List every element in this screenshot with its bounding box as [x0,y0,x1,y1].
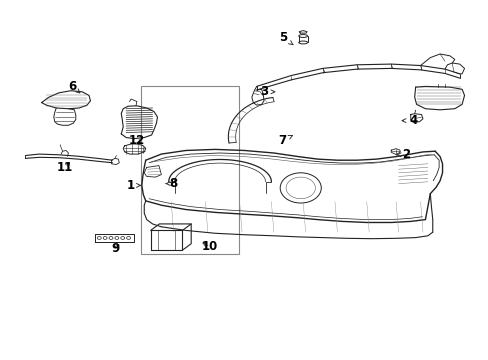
Circle shape [115,237,119,239]
Text: 3: 3 [260,85,274,98]
Circle shape [285,177,315,199]
Text: 10: 10 [202,240,218,253]
Text: 12: 12 [128,134,145,147]
Text: 4: 4 [401,114,416,127]
Text: 5: 5 [279,31,292,45]
Text: 8: 8 [166,177,177,190]
Circle shape [109,237,113,239]
Text: 9: 9 [112,242,120,255]
Circle shape [103,237,107,239]
Ellipse shape [298,35,307,37]
Text: 6: 6 [68,80,80,93]
Text: 7: 7 [278,134,292,147]
Text: 11: 11 [57,161,73,174]
Circle shape [97,237,101,239]
Text: 1: 1 [127,179,141,192]
Bar [141,86,238,254]
Ellipse shape [298,41,307,44]
Circle shape [126,237,130,239]
Text: 2: 2 [395,148,409,161]
Circle shape [280,173,321,203]
Circle shape [121,237,124,239]
